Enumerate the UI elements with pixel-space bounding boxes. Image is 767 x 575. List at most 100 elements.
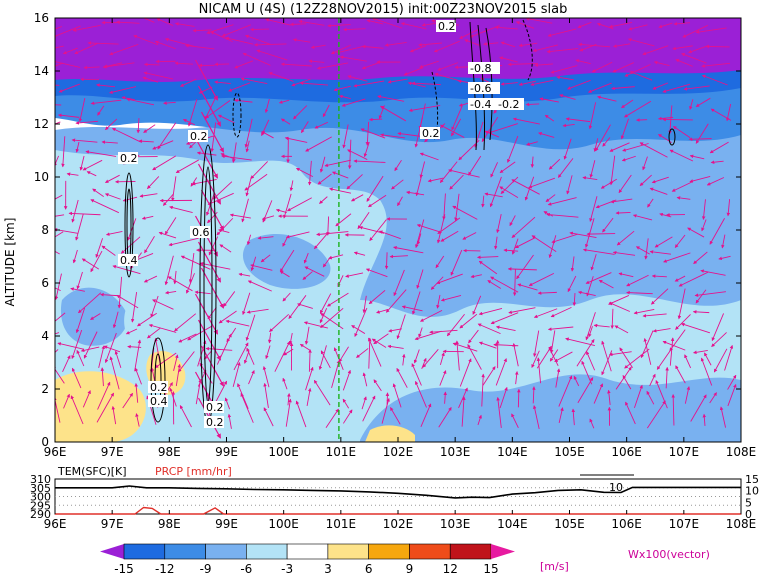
wind-vector [195,378,202,405]
contour-top-a [431,71,439,141]
wind-vector [416,233,422,245]
x-tick-label: 108E [726,445,757,459]
wind-vector [482,366,496,386]
wind-vector [727,383,737,407]
wind-vector [75,213,84,241]
colorbar-box [246,543,288,560]
wind-vector [365,121,370,146]
wind-vector [194,137,219,179]
wind-vector [524,176,535,201]
wind-vector [454,193,460,222]
contour-label: -0.6 [470,82,491,95]
wind-vector [345,272,364,278]
wind-vector [75,307,86,334]
colorbar-box [123,543,166,560]
ts-x-tick-label: 105E [554,517,585,531]
wind-vector [100,292,118,297]
wind-vector [329,187,352,194]
y-tick-label: 14 [34,64,49,78]
wind-vector [446,313,465,337]
contour-upper-small [232,92,242,138]
wind-vector [240,392,254,423]
wind-vector [286,197,312,212]
wind-vector [700,269,726,276]
wind-vector [644,238,649,260]
x-tick-label: 105E [554,445,585,459]
wind-vector [135,413,140,427]
wind-vector [278,99,290,104]
wind-vector [598,279,614,289]
wind-vector [57,113,80,118]
wind-vector [642,313,667,318]
wind-vector [330,44,351,55]
contour-label: -0.4 [470,98,491,111]
wind-vector [500,82,518,86]
wind-vector [725,103,732,122]
wind-vector [675,59,693,67]
wind-vector [137,312,157,327]
wind-vector [554,351,573,362]
wind-vector [705,44,730,49]
x-tick-label: 98E [158,445,181,459]
wind-vector [199,262,231,270]
colorbar-labels: -15 -12 -9 -6 -3 3 6 9 12 15 [114,562,498,575]
wind-vector [421,357,427,370]
tem-tick-label: 310 [30,473,51,486]
wind-vector [495,325,516,332]
wind-vector [182,119,196,126]
wind-vector [221,24,251,37]
wind-vector [642,45,669,56]
wind-vector [545,194,556,203]
ts-x-tick-label: 104E [497,517,528,531]
wind-vector [577,377,594,404]
wind-vector [569,231,597,239]
wind-vector [143,275,158,283]
wind-vector [245,140,250,153]
wind-vector [586,276,594,297]
wind-vector [203,350,212,360]
wind-vector [443,391,448,404]
wind-vector [512,343,519,367]
wind-vector [368,194,387,208]
wind-vector [116,294,139,309]
wind-vector [72,24,101,32]
wind-vector [461,396,466,427]
contour-label: 0.2 [422,127,440,140]
wind-vector [672,126,691,139]
wind-vector [607,389,611,405]
wind-vector [434,72,462,82]
wind-vector [339,55,367,62]
wind-vector [514,237,536,249]
wind-vector [143,71,174,80]
x-tick-label: 100E [268,445,299,459]
wind-vector [148,323,177,333]
wind-vector [490,162,498,178]
wind-vector [585,312,596,341]
wind-vector [702,413,707,426]
wind-vector [528,177,555,189]
wind-vector [392,383,402,408]
ts-x-tick-label: 101E [326,517,357,531]
wind-vector [134,367,142,385]
wind-vector [109,86,137,94]
wind-vector [512,269,517,297]
wind-vector [192,28,212,33]
wind-vector [416,224,442,233]
wind-vector [302,271,313,280]
wind-vector [597,95,617,102]
contour-label: 0.2 [150,381,168,394]
wind-vector [250,264,273,271]
wind-vector [324,159,351,167]
wind-vector [200,111,225,153]
wind-vector [567,275,577,293]
wind-vector [157,122,177,150]
wind-vector [614,325,629,334]
x-tick-label: 104E [497,445,528,459]
prcp-tick-label: 10 [745,485,759,498]
wind-vector [651,274,667,278]
wind-vector [615,211,631,215]
wind-vector [396,314,406,340]
wind-vector [303,252,309,264]
wind-vector [413,349,420,364]
